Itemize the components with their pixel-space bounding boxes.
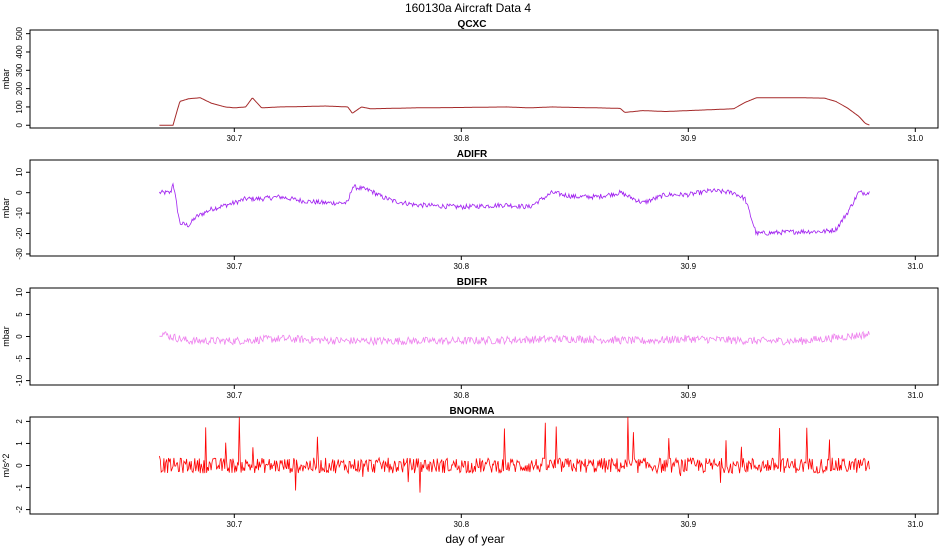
x-tick-label: 30.7 (227, 262, 243, 271)
y-axis-label: mbar (1, 198, 11, 219)
panel-title: QCXC (458, 19, 487, 30)
y-tick-label: 400 (15, 45, 24, 59)
y-tick-label: -5 (15, 354, 24, 362)
y-tick-label: 100 (15, 100, 24, 114)
x-tick-label: 30.8 (454, 134, 470, 143)
panel-adifr: ADIFR mbar 30.7 30.8 30.9 31.0 -30 -20 -10 0 10 (1, 149, 939, 271)
plot-frame (29, 159, 939, 257)
y-tick-label: 5 (15, 312, 24, 317)
x-tick-label: 30.9 (681, 520, 697, 529)
y-tick-label: 500 (15, 26, 24, 40)
plot-frame (29, 287, 939, 386)
x-axis-label: day of year (445, 532, 504, 546)
x-tick-label: 30.7 (227, 520, 243, 529)
y-tick-label: -10 (15, 207, 24, 219)
x-tick-label: 30.9 (681, 262, 697, 271)
y-tick-label: 1 (15, 441, 24, 446)
x-tick-label: 30.9 (681, 134, 697, 143)
series-line-adifr (159, 182, 870, 237)
y-tick-label: 0 (15, 463, 24, 468)
series-line-bdifr (159, 330, 870, 347)
x-tick-label: 31.0 (908, 262, 924, 271)
y-tick-label: 200 (15, 81, 24, 95)
plot-frame (29, 416, 939, 515)
x-tick-label: 30.8 (454, 520, 470, 529)
panel-bdifr: BDIFR mbar 30.7 30.8 30.9 31.0 -10 -5 0 5 10 (1, 277, 939, 400)
series-line-qcxc (159, 97, 870, 126)
y-axis-label: m/s^2 (1, 454, 11, 478)
plot-frame (29, 29, 939, 129)
y-tick-label: 0 (15, 190, 24, 195)
x-tick-label: 30.7 (227, 391, 243, 400)
y-tick-label: 0 (15, 334, 24, 339)
figure-title: 160130a Aircraft Data 4 (405, 1, 531, 15)
panel-title: BDIFR (457, 277, 488, 288)
y-tick-label: -20 (15, 227, 24, 239)
panel-title: ADIFR (457, 149, 488, 160)
y-tick-label: -2 (15, 505, 24, 513)
x-tick-label: 31.0 (908, 134, 924, 143)
panel-qcxc: QCXC mbar 30.7 30.8 30.9 31.0 0 100 200 300 400 500 (1, 19, 939, 143)
y-tick-label: 0 (15, 122, 24, 127)
y-tick-label: -10 (15, 374, 24, 386)
panel-title: BNORMA (450, 406, 495, 417)
y-tick-label: 2 (15, 419, 24, 424)
y-tick-label: 10 (15, 167, 24, 176)
y-tick-label: 300 (15, 63, 24, 77)
y-tick-label: 10 (15, 287, 24, 296)
panel-bnorma: BNORMA m/s^2 30.7 30.8 30.9 31.0 -2 -1 0 1 2 (1, 406, 939, 529)
x-tick-label: 31.0 (908, 391, 924, 400)
x-tick-label: 30.9 (681, 391, 697, 400)
y-tick-label: -30 (15, 248, 24, 260)
x-tick-label: 30.7 (227, 134, 243, 143)
series-line-bnorma (159, 416, 870, 493)
y-axis-label: mbar (1, 69, 11, 90)
y-tick-label: -1 (15, 483, 24, 491)
x-tick-label: 30.8 (454, 391, 470, 400)
y-axis-label: mbar (1, 326, 11, 347)
x-tick-label: 30.8 (454, 262, 470, 271)
x-tick-label: 31.0 (908, 520, 924, 529)
